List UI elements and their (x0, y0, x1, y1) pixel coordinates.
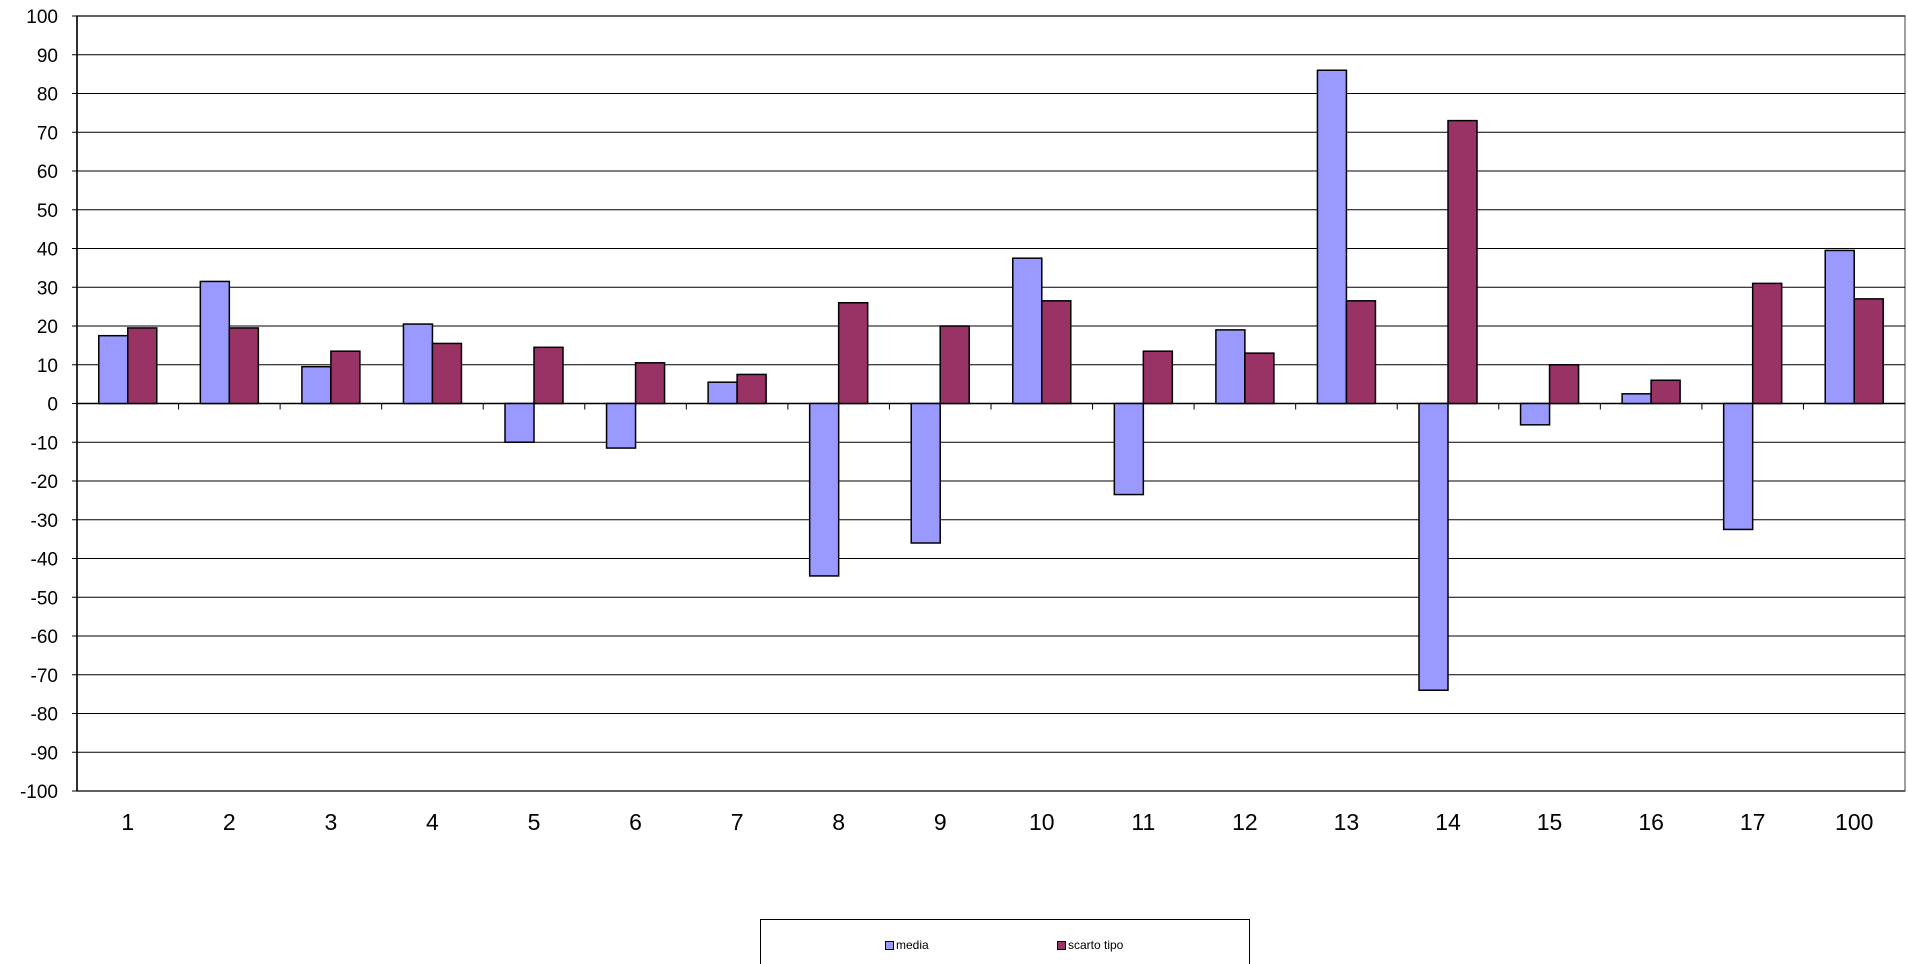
y-tick-label: 30 (37, 278, 58, 299)
bar-scarto-tipo-12 (1244, 352, 1275, 405)
bar-media-3 (301, 365, 332, 405)
x-tick-label: 4 (426, 809, 439, 835)
bar-scarto-tipo-1 (127, 327, 158, 405)
bar-media-12 (1215, 329, 1246, 405)
x-tick-label: 11 (1131, 809, 1155, 835)
x-tick-label: 5 (528, 809, 541, 835)
x-tick-label: 12 (1232, 809, 1258, 835)
x-tick-label: 17 (1740, 809, 1766, 835)
x-tick-label: 9 (934, 809, 947, 835)
bar-media-16 (1621, 393, 1652, 405)
y-tick-label: 20 (37, 317, 58, 338)
y-tick-label: 10 (37, 356, 58, 377)
bar-media-13 (1316, 69, 1348, 405)
bar-media-11 (1113, 402, 1145, 496)
y-tick-label: -90 (31, 743, 58, 764)
legend-item-media: media (885, 938, 929, 952)
bar-scarto-tipo-7 (736, 373, 767, 405)
bar-media-5 (504, 402, 535, 443)
bar-scarto-tipo-9 (939, 325, 970, 405)
bar-media-14 (1418, 402, 1449, 691)
y-tick-label: -60 (31, 627, 58, 648)
bar-scarto-tipo-5 (533, 346, 564, 405)
y-tick-label: -80 (31, 705, 58, 726)
y-tick-label: 70 (37, 123, 58, 144)
bar-media-2 (199, 280, 231, 405)
bar-scarto-tipo-17 (1751, 282, 1783, 405)
bar-media-9 (910, 402, 941, 544)
y-tick-label: -100 (20, 782, 58, 803)
legend-item-scarto-tipo: scarto tipo (1057, 938, 1123, 952)
x-tick-label: 10 (1029, 809, 1055, 835)
bar-scarto-tipo-4 (431, 342, 463, 405)
legend-swatch-scarto-tipo (1057, 940, 1066, 950)
y-tick-label: -20 (31, 472, 58, 493)
x-tick-label: 14 (1435, 809, 1461, 835)
bar-media-7 (707, 381, 738, 405)
x-tick-label: 100 (1835, 809, 1873, 835)
legend: media scarto tipo (760, 919, 1250, 964)
bar-media-4 (402, 323, 434, 405)
bar-scarto-tipo-10 (1041, 300, 1072, 405)
bar-media-10 (1012, 257, 1043, 405)
x-tick-label: 1 (121, 809, 134, 835)
x-tick-label: 6 (629, 809, 642, 835)
bar-scarto-tipo-16 (1650, 379, 1681, 405)
x-tick-label: 7 (731, 809, 744, 835)
y-tick-label: -50 (31, 588, 58, 609)
bar-scarto-tipo-11 (1142, 350, 1174, 405)
x-tick-label: 2 (223, 809, 236, 835)
bar-scarto-tipo-2 (228, 327, 260, 405)
y-tick-label: 80 (37, 85, 58, 106)
y-tick-label: 100 (26, 7, 58, 28)
y-tick-label: -40 (31, 550, 58, 571)
bar-scarto-tipo-14 (1447, 119, 1478, 405)
x-tick-label: 8 (832, 809, 845, 835)
bar-media-17 (1722, 402, 1754, 531)
bar-scarto-tipo-6 (634, 362, 666, 405)
y-tick-label: 90 (37, 46, 58, 67)
legend-label-scarto-tipo: scarto tipo (1068, 938, 1124, 952)
bar-media-100 (1824, 249, 1855, 405)
x-tick-label: 15 (1537, 809, 1563, 835)
bar-scarto-tipo-8 (837, 302, 869, 405)
y-tick-label: 40 (37, 240, 58, 261)
x-tick-label: 3 (324, 809, 337, 835)
bar-media-1 (98, 334, 129, 405)
legend-label-media: media (896, 938, 929, 952)
y-tick-label: 50 (37, 201, 58, 222)
bar-media-8 (808, 402, 840, 577)
y-tick-label: -10 (31, 433, 58, 454)
legend-swatch-media (885, 940, 894, 950)
x-tick-label: 13 (1334, 809, 1360, 835)
x-tick-label: 16 (1638, 809, 1664, 835)
bar-scarto-tipo-3 (330, 350, 361, 405)
y-tick-label: -30 (31, 511, 58, 532)
bar-scarto-tipo-100 (1853, 298, 1884, 405)
bar-media-6 (605, 402, 637, 449)
bar-scarto-tipo-15 (1548, 364, 1580, 405)
bar-scarto-tipo-13 (1345, 300, 1377, 405)
bar-media-15 (1519, 402, 1551, 426)
y-tick-label: 0 (47, 395, 58, 416)
y-tick-label: -70 (31, 666, 58, 687)
y-tick-label: 60 (37, 162, 58, 183)
